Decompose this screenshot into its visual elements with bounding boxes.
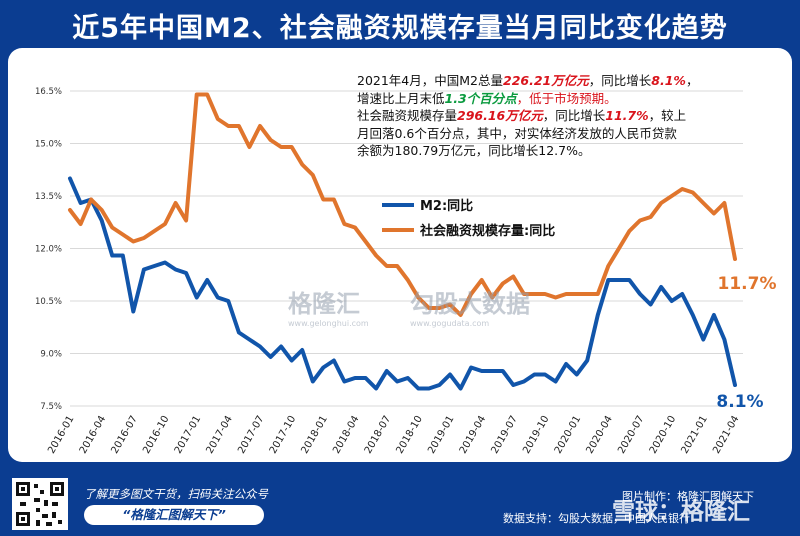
- x-tick-label: 2017-07: [236, 414, 266, 456]
- x-tick-label: 2019-07: [490, 414, 520, 456]
- note-m2-growth: 8.1%: [651, 73, 686, 88]
- x-tick-label: 2021-01: [680, 414, 710, 456]
- qr-code[interactable]: [12, 478, 68, 530]
- series-line-social-financing: [68, 92, 737, 317]
- x-tick-label: 2017-01: [173, 414, 203, 456]
- chart-panel: [8, 48, 792, 462]
- xueqiu-watermark: 雪球：格隆汇: [612, 499, 750, 525]
- end-label-m2: 8.1%: [716, 392, 763, 412]
- x-tick-label: 2020-10: [648, 414, 678, 456]
- note-m2-total: 226.21万亿元: [503, 73, 589, 88]
- note-l3e: ，较上: [648, 108, 687, 123]
- y-tick-label: 7.5%: [40, 402, 62, 412]
- note-social-total: 296.16万亿元: [457, 108, 543, 123]
- footer-credit: 图片制作：格隆汇图解天下: [622, 490, 754, 503]
- note-m2-drop: 1.3个百分点: [444, 90, 517, 106]
- x-tick-label: 2019-01: [426, 414, 456, 456]
- page-title: 近5年中国M2、社会融资规模存量当月同比变化趋势: [72, 13, 728, 44]
- note-l3a: 社会融资规模存量: [357, 108, 458, 123]
- x-tick-label: 2021-04: [711, 414, 741, 456]
- note-l5: 余额为180.79万亿元，同比增长12.7%。: [357, 143, 591, 158]
- y-tick-label: 10.5%: [35, 297, 62, 307]
- note-l4: 月回落0.6个百分点，其中，对实体经济发放的人民币贷款: [357, 125, 677, 141]
- x-tick-label: 2017-10: [268, 414, 298, 456]
- x-tick-label: 2017-04: [205, 414, 235, 456]
- note-l1c: ，同比增长: [588, 73, 652, 88]
- y-tick-label: 16.5%: [35, 87, 62, 97]
- x-tick-label: 2016-01: [46, 414, 76, 456]
- gelonghui-watermark-url: www.gelonghui.com: [288, 319, 369, 328]
- footer-brand-badge: “格隆汇图解天下”: [84, 505, 264, 525]
- y-tick-label: 13.5%: [35, 192, 62, 202]
- x-tick-label: 2018-04: [331, 414, 361, 456]
- annotation-text: 2021年4月，中国M2总量226.21万亿元，同比增长8.1%， 增速比上月末…: [357, 72, 727, 160]
- end-label-social-financing: 11.7%: [718, 274, 777, 294]
- series-line-m2: [68, 176, 737, 391]
- x-tick-label: 2019-04: [458, 414, 488, 456]
- note-l2a: 增速比上月末低: [357, 90, 445, 106]
- x-tick-label: 2020-04: [585, 414, 615, 456]
- note-l1a: 2021年4月，中国M2总量: [357, 73, 504, 88]
- x-tick-label: 2020-07: [616, 414, 646, 456]
- y-tick-label: 15.0%: [35, 140, 62, 150]
- legend-label: 社会融资规模存量:同比: [419, 223, 555, 239]
- x-tick-label: 2020-01: [553, 414, 583, 456]
- note-expectation: ，低于市场预期。: [516, 90, 617, 106]
- legend-label: M2:同比: [420, 198, 473, 214]
- y-tick-label: 9.0%: [40, 350, 62, 360]
- x-tick-label: 2018-01: [300, 414, 330, 456]
- x-tick-label: 2018-10: [395, 414, 425, 456]
- x-tick-label: 2016-04: [78, 414, 108, 456]
- qr-code-icon: [16, 482, 64, 526]
- footer-source: 数据支持：勾股大数据，中国人民银行: [503, 512, 690, 525]
- x-tick-label: 2016-10: [141, 414, 171, 456]
- gogudata-watermark-url: www.gogudata.com: [410, 319, 490, 328]
- x-tick-label: 2018-07: [363, 414, 393, 456]
- note-l3c: ，同比增长: [542, 108, 606, 123]
- footer-promo: 了解更多图文干货，扫码关注公众号: [84, 487, 268, 501]
- gogudata-watermark: 勾股大数据 www.gogudata.com: [410, 284, 530, 328]
- y-tick-label: 12.0%: [35, 245, 62, 255]
- note-l1e: ，: [685, 73, 699, 88]
- x-tick-label: 2019-10: [521, 414, 551, 456]
- x-tick-label: 2016-07: [110, 414, 140, 456]
- gogudata-watermark-logo: 勾股大数据: [410, 290, 530, 318]
- gelonghui-watermark-logo: 格隆汇: [288, 290, 360, 318]
- note-social-growth: 11.7%: [605, 108, 649, 123]
- gelonghui-watermark: 格隆汇 www.gelonghui.com: [288, 284, 369, 328]
